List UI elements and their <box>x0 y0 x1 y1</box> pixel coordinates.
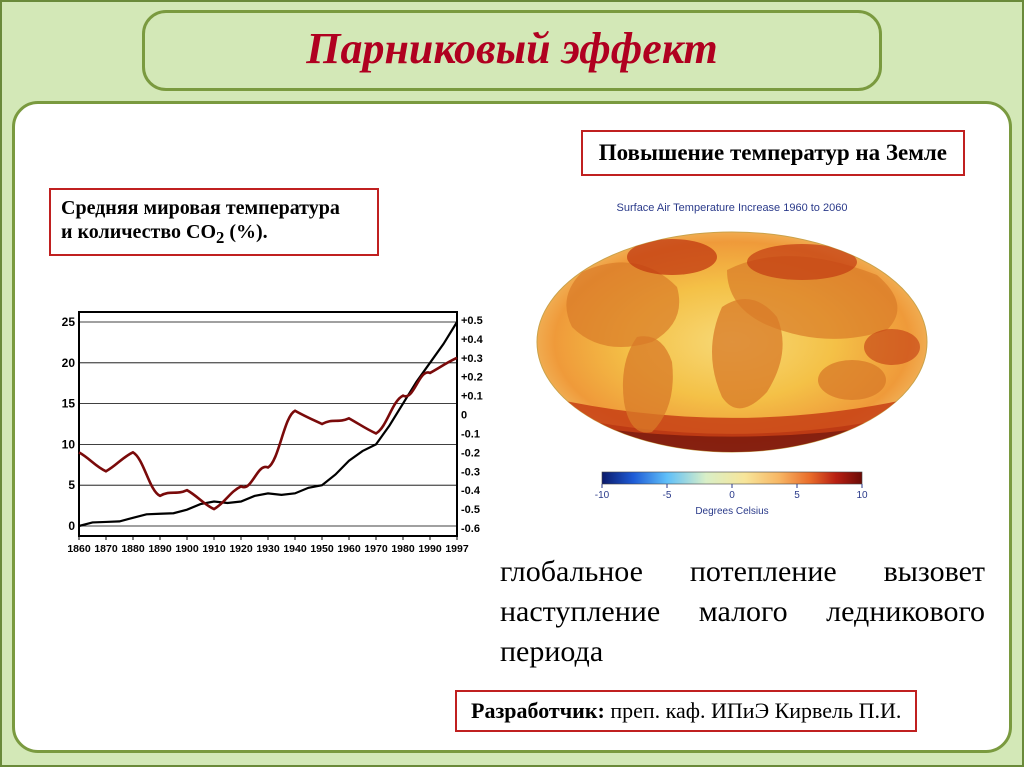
svg-text:5: 5 <box>68 478 75 492</box>
svg-text:1900: 1900 <box>175 543 199 555</box>
svg-text:1970: 1970 <box>364 543 388 555</box>
svg-text:+0.2: +0.2 <box>461 372 483 384</box>
svg-text:1910: 1910 <box>202 543 226 555</box>
co2-temperature-chart: 25 20 15 10 5 0 +0.5 +0.4 +0.3 +0.2 +0.1 0 -0.1 -0.2 -… <box>45 302 485 567</box>
svg-text:1860: 1860 <box>67 543 91 555</box>
co2-caption-tail: (%). <box>224 221 267 243</box>
title-box: Парниковый эффект <box>142 10 882 91</box>
temperature-heading-box: Повышение температур на Земле <box>581 130 965 176</box>
svg-text:10: 10 <box>62 437 76 451</box>
svg-text:+0.1: +0.1 <box>461 391 483 403</box>
svg-text:25: 25 <box>62 315 76 329</box>
svg-text:+0.4: +0.4 <box>461 334 484 346</box>
author-label: Разработчик: <box>471 698 605 723</box>
author-box: Разработчик: преп. каф. ИПиЭ Кирвель П.И… <box>455 690 917 732</box>
temperature-heading: Повышение температур на Земле <box>599 140 947 165</box>
svg-text:-5: -5 <box>663 490 672 501</box>
svg-text:-0.3: -0.3 <box>461 466 480 478</box>
svg-text:1940: 1940 <box>283 543 307 555</box>
svg-text:1997: 1997 <box>445 543 469 555</box>
page-title: Парниковый эффект <box>165 23 859 74</box>
content-panel: Повышение температур на Земле Средняя ми… <box>12 101 1012 753</box>
svg-text:1920: 1920 <box>229 543 253 555</box>
svg-text:-0.1: -0.1 <box>461 428 480 440</box>
globe-map-title: Surface Air Temperature Increase 1960 to… <box>507 202 957 214</box>
svg-text:1980: 1980 <box>391 543 415 555</box>
svg-text:-0.2: -0.2 <box>461 447 480 459</box>
svg-text:0: 0 <box>461 410 467 422</box>
svg-text:1930: 1930 <box>256 543 280 555</box>
svg-text:-0.4: -0.4 <box>461 485 481 497</box>
conclusion-text: глобальное потепление вызовет наступлени… <box>500 552 985 673</box>
svg-text:0: 0 <box>729 490 735 501</box>
svg-text:-0.5: -0.5 <box>461 504 480 516</box>
svg-text:-0.6: -0.6 <box>461 523 480 535</box>
svg-text:1960: 1960 <box>337 543 361 555</box>
author-name: преп. каф. ИПиЭ Кирвель П.И. <box>605 698 902 723</box>
globe-scale-label: Degrees Celsius <box>507 506 957 517</box>
svg-text:-10: -10 <box>595 490 610 501</box>
svg-text:+0.3: +0.3 <box>461 353 483 365</box>
svg-text:0: 0 <box>68 519 75 533</box>
svg-text:1880: 1880 <box>121 543 145 555</box>
svg-text:1870: 1870 <box>94 543 118 555</box>
co2-caption-line1: Средняя мировая температура <box>61 197 340 219</box>
svg-text:1950: 1950 <box>310 543 334 555</box>
svg-text:1990: 1990 <box>418 543 442 555</box>
svg-text:+0.5: +0.5 <box>461 315 483 327</box>
co2-caption-box: Средняя мировая температура и количество… <box>49 188 379 256</box>
svg-text:15: 15 <box>62 397 76 411</box>
svg-text:1890: 1890 <box>148 543 172 555</box>
svg-text:5: 5 <box>794 490 800 501</box>
svg-text:20: 20 <box>62 356 76 370</box>
globe-map: Surface Air Temperature Increase 1960 to… <box>507 196 957 526</box>
svg-text:10: 10 <box>856 490 868 501</box>
co2-caption-line2: и количество СО <box>61 221 216 243</box>
